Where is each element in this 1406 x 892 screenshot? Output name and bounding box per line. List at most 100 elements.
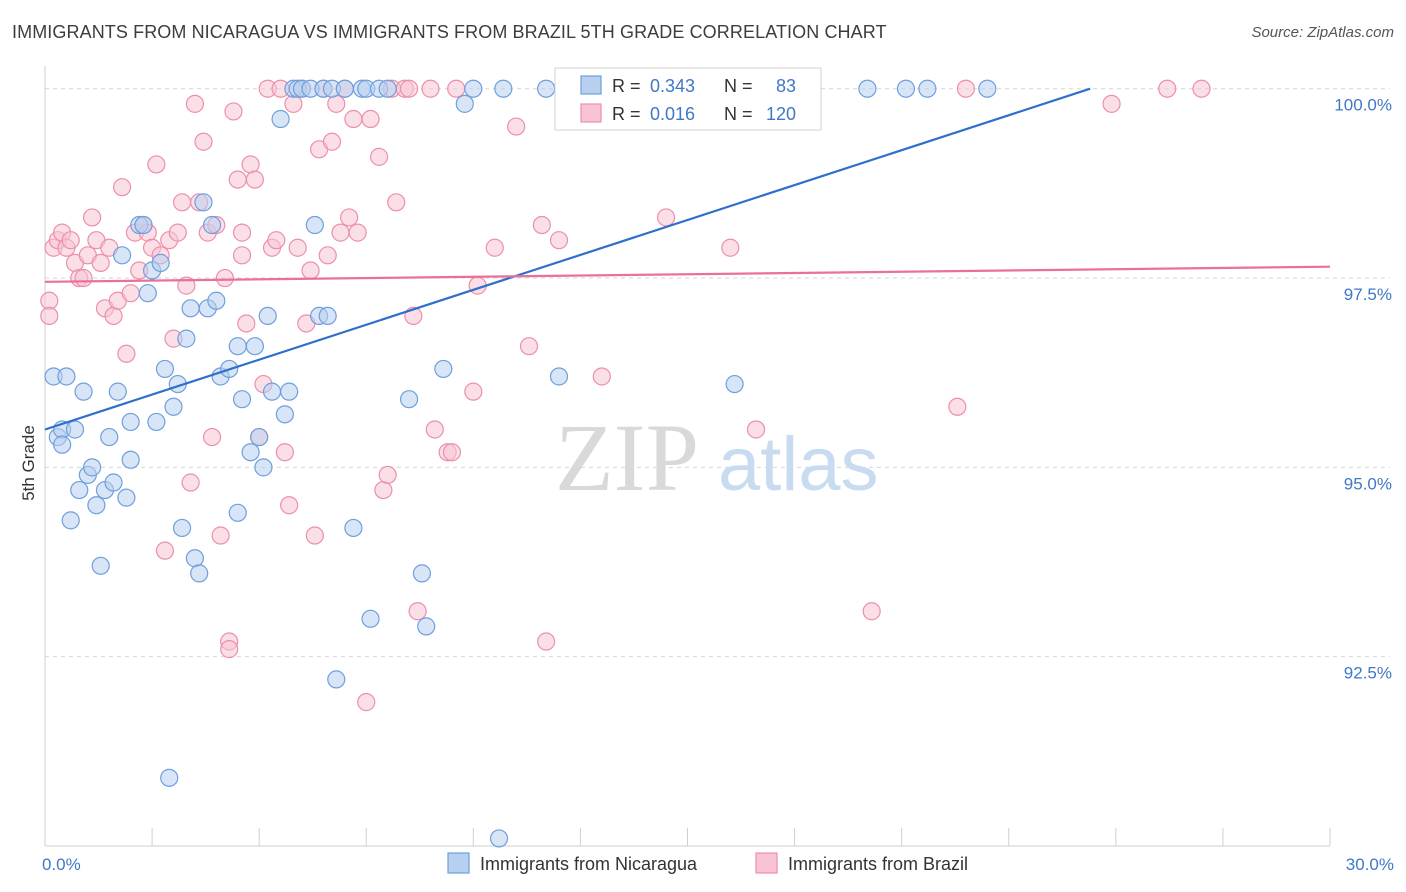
point-brazil-56 [267, 231, 286, 250]
grid-lines [45, 88, 1390, 658]
legend-r-value-nicaragua: 0.343 [650, 76, 695, 96]
bottom-legend-nicaragua: Immigrants from Nicaragua [480, 854, 698, 874]
point-nicaragua-12 [91, 556, 110, 575]
watermark: ZIP atlas [555, 404, 879, 511]
point-brazil-79 [374, 480, 393, 500]
point-brazil-44 [220, 640, 239, 659]
point-nicaragua-72 [412, 564, 432, 583]
point-nicaragua-65 [344, 518, 363, 538]
bottom-legend-brazil: Immigrants from Brazil [788, 854, 968, 874]
legend-n-value-nicaragua: 83 [776, 76, 796, 96]
point-nicaragua-76 [464, 79, 483, 98]
legend-swatch-brazil [580, 103, 602, 123]
point-nicaragua-20 [121, 412, 140, 432]
point-brazil-39 [202, 427, 222, 447]
point-nicaragua-16 [108, 382, 127, 401]
point-nicaragua-22 [134, 215, 153, 235]
point-nicaragua-36 [194, 193, 213, 212]
x-tick-labels: 0.0% 30.0% [42, 855, 1394, 874]
chart-title: IMMIGRANTS FROM NICARAGUA VS IMMIGRANTS … [12, 22, 887, 42]
y-tick-label-3: 92.5% [1344, 664, 1392, 683]
data-points [40, 79, 1211, 848]
point-brazil-98 [537, 632, 556, 651]
trend-line-brazil [44, 265, 1331, 283]
point-brazil-41 [211, 526, 230, 545]
point-brazil-59 [280, 496, 299, 515]
x-tick-label-0: 0.0% [42, 855, 81, 874]
point-nicaragua-46 [245, 337, 264, 356]
point-brazil-90 [442, 443, 462, 462]
point-nicaragua-19 [121, 450, 140, 469]
point-brazil-51 [245, 170, 264, 189]
axes [44, 66, 1331, 847]
y-tick-label-0: 100.0% [1334, 96, 1392, 115]
point-brazil-96 [519, 337, 539, 356]
legend-n-label-1: N = [724, 76, 753, 96]
point-brazil-65 [305, 526, 324, 545]
point-brazil-1 [40, 306, 59, 326]
point-nicaragua-63 [327, 670, 346, 689]
point-brazil-101 [592, 367, 611, 386]
point-nicaragua-35 [190, 564, 209, 583]
point-nicaragua-61 [318, 306, 337, 326]
point-brazil-103 [656, 208, 676, 227]
point-brazil-61 [288, 238, 307, 257]
bottom-legend-swatch-brazil [755, 852, 778, 874]
point-nicaragua-27 [155, 359, 175, 379]
y-tick-labels: 100.0% 97.5% 95.0% 92.5% [1334, 96, 1392, 683]
source-label: Source: ZipAtlas.com [1251, 24, 1394, 41]
legend-r-value-brazil: 0.016 [650, 104, 695, 124]
point-nicaragua-50 [262, 382, 282, 401]
point-nicaragua-64 [335, 79, 354, 98]
point-nicaragua-58 [305, 215, 324, 235]
point-brazil-77 [361, 109, 380, 129]
point-nicaragua-23 [138, 284, 157, 303]
series-brazil [40, 79, 1211, 712]
point-brazil-108 [948, 397, 967, 416]
bottom-legend-swatch-nicaragua [447, 852, 470, 874]
point-brazil-34 [181, 473, 200, 492]
point-brazil-110 [1158, 79, 1177, 98]
point-brazil-58 [275, 443, 294, 462]
point-brazil-106 [862, 602, 881, 621]
point-brazil-19 [117, 344, 136, 363]
point-brazil-69 [322, 132, 342, 151]
point-nicaragua-15 [104, 473, 123, 492]
point-nicaragua-48 [254, 458, 273, 477]
point-nicaragua-39 [207, 291, 226, 310]
point-nicaragua-70 [378, 79, 397, 98]
point-nicaragua-75 [455, 94, 474, 113]
point-brazil-104 [721, 238, 740, 257]
point-brazil-68 [318, 246, 337, 265]
watermark-atlas: atlas [718, 422, 879, 507]
y-axis-label: 5th Grade [19, 425, 38, 501]
point-nicaragua-7 [70, 480, 89, 500]
point-nicaragua-34 [185, 549, 205, 568]
series-nicaragua [44, 79, 997, 848]
point-nicaragua-45 [241, 443, 260, 462]
point-brazil-42 [215, 268, 234, 288]
point-nicaragua-18 [117, 488, 136, 507]
point-nicaragua-53 [280, 382, 299, 401]
point-nicaragua-51 [271, 109, 290, 129]
point-brazil-109 [1102, 94, 1121, 113]
point-brazil-18 [112, 178, 132, 197]
point-nicaragua-49 [258, 306, 277, 326]
point-brazil-95 [507, 117, 526, 136]
point-brazil-94 [485, 238, 504, 257]
point-brazil-26 [147, 155, 166, 174]
point-brazil-80 [378, 465, 397, 485]
point-brazil-13 [91, 253, 110, 272]
point-nicaragua-29 [164, 397, 183, 416]
point-brazil-48 [232, 246, 252, 265]
point-nicaragua-68 [361, 609, 380, 628]
point-brazil-71 [331, 223, 350, 242]
point-brazil-33 [177, 276, 196, 295]
point-nicaragua-33 [181, 299, 200, 318]
point-brazil-64 [301, 261, 320, 280]
point-nicaragua-8 [74, 382, 93, 401]
point-nicaragua-32 [177, 329, 196, 348]
series-legend: Immigrants from Nicaragua Immigrants fro… [447, 852, 968, 874]
point-nicaragua-38 [202, 215, 222, 235]
